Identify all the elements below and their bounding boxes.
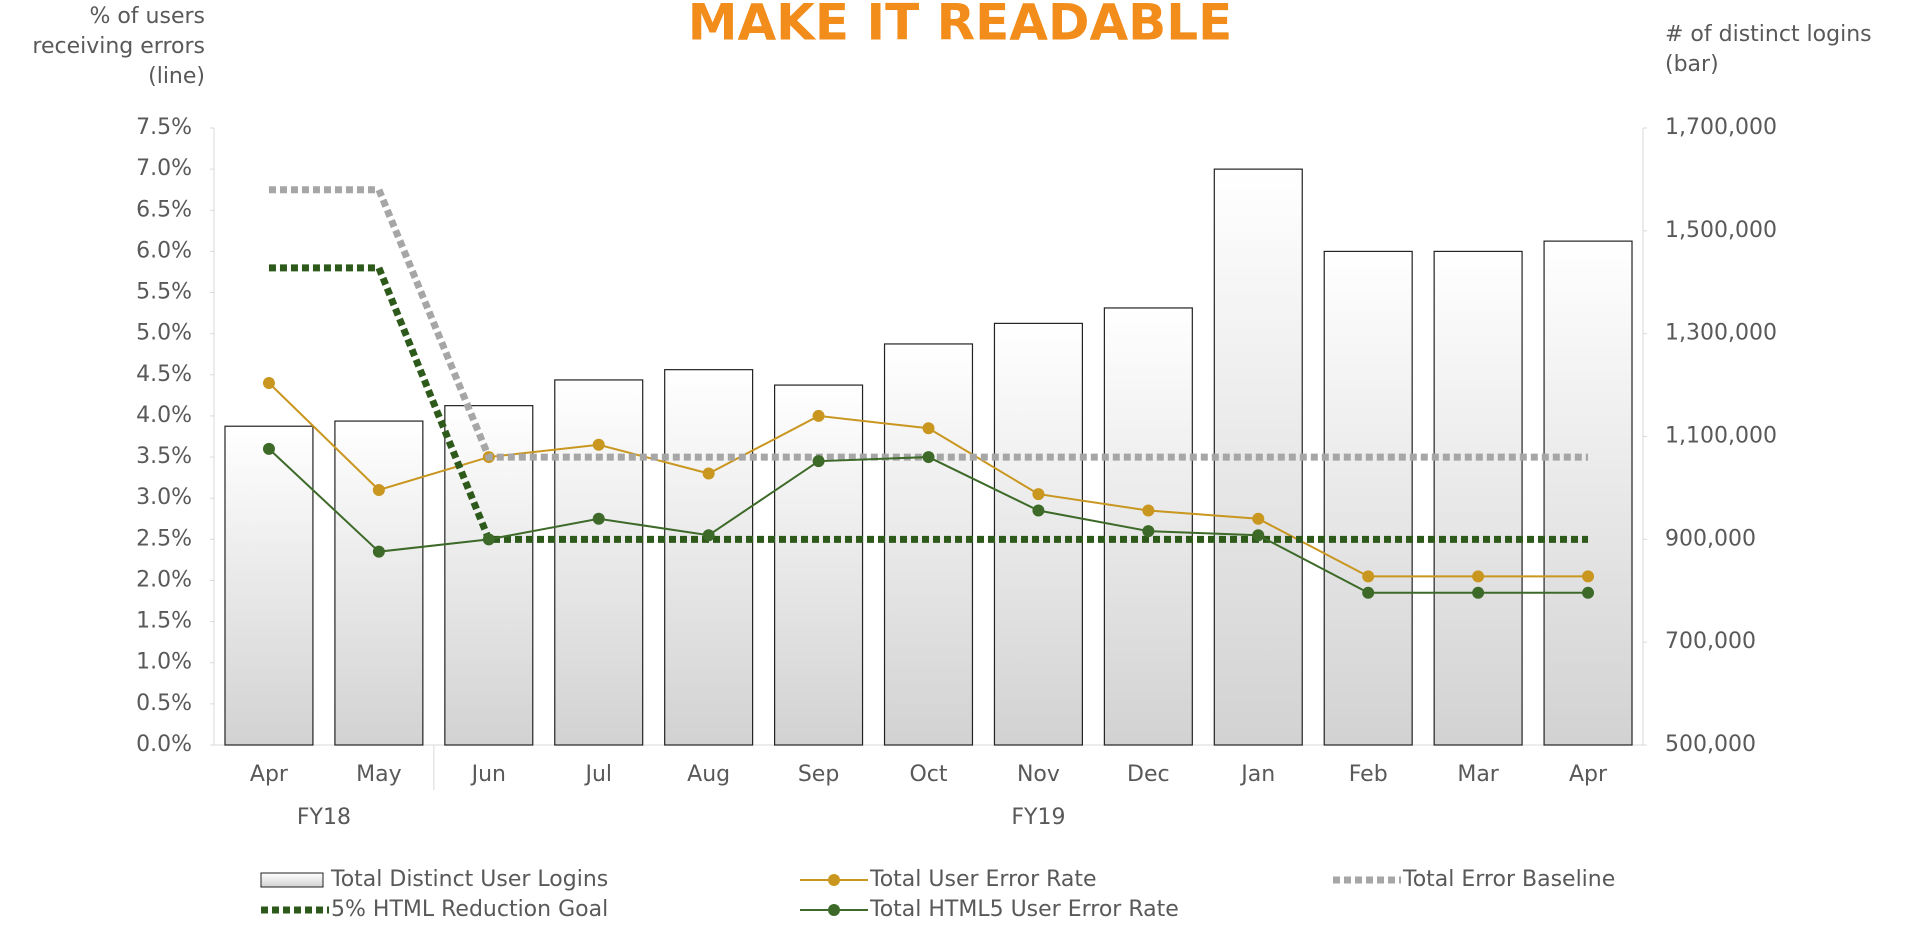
marker	[1472, 570, 1485, 583]
legend-marker	[828, 874, 840, 886]
marker	[812, 409, 825, 422]
y2-tick-label: 900,000	[1665, 526, 1756, 551]
x-tick-label: Jun	[470, 762, 506, 787]
y-axis-title: % of users	[89, 4, 205, 29]
legend-label: Total User Error Rate	[869, 867, 1097, 892]
x-tick-label: Apr	[250, 762, 289, 787]
x-tick-label: Dec	[1127, 762, 1170, 787]
marker	[1362, 570, 1375, 583]
marker	[262, 377, 275, 390]
y-tick-label: 0.5%	[136, 691, 192, 716]
legend-swatch	[260, 872, 324, 888]
marker	[372, 545, 385, 558]
marker	[372, 483, 385, 496]
bar	[1433, 250, 1523, 746]
marker	[1142, 525, 1155, 538]
y2-tick-label: 1,500,000	[1665, 218, 1777, 243]
marker	[482, 533, 495, 546]
marker	[1142, 504, 1155, 517]
bar	[774, 384, 864, 746]
x-tick-label: Feb	[1349, 762, 1388, 787]
y-tick-label: 6.0%	[136, 238, 192, 263]
marker	[1032, 504, 1045, 517]
marker	[1252, 529, 1265, 542]
y-axis-title: receiving errors	[32, 34, 205, 59]
marker	[922, 422, 935, 435]
x-tick-label: May	[356, 762, 401, 787]
y-tick-label: 5.0%	[136, 321, 192, 346]
y-tick-label: 7.0%	[136, 156, 192, 181]
legend-marker	[828, 904, 840, 916]
x-tick-label: Mar	[1457, 762, 1499, 787]
y-tick-label: 2.5%	[136, 526, 192, 551]
marker	[1582, 570, 1595, 583]
y-tick-label: 5.5%	[136, 280, 192, 305]
x-tick-label: Jul	[583, 762, 612, 787]
marker	[1032, 488, 1045, 501]
marker	[592, 438, 605, 451]
y2-axis-title: # of distinct logins	[1665, 22, 1872, 47]
marker	[1582, 586, 1595, 599]
bar	[664, 369, 754, 746]
bar	[1323, 250, 1413, 746]
marker	[1362, 586, 1375, 599]
y-tick-label: 6.5%	[136, 197, 192, 222]
y-tick-label: 4.0%	[136, 403, 192, 428]
marker	[1472, 586, 1485, 599]
marker	[262, 442, 275, 455]
y-tick-label: 3.5%	[136, 444, 192, 469]
y-tick-label: 7.5%	[136, 115, 192, 140]
chart-title: MAKE IT READABLE	[688, 0, 1233, 52]
marker	[702, 467, 715, 480]
x-tick-label: Sep	[798, 762, 839, 787]
x-group-label: FY19	[1011, 805, 1065, 830]
x-tick-label: Apr	[1569, 762, 1608, 787]
y-tick-label: 0.0%	[136, 732, 192, 757]
y2-axis-title: (bar)	[1665, 52, 1719, 77]
y-tick-label: 1.0%	[136, 650, 192, 675]
marker	[922, 451, 935, 464]
y2-tick-label: 1,700,000	[1665, 115, 1777, 140]
marker	[812, 455, 825, 468]
x-group-label: FY18	[297, 805, 351, 830]
y-axis-title: (line)	[148, 64, 205, 89]
marker	[702, 529, 715, 542]
x-tick-label: Aug	[687, 762, 730, 787]
y-tick-label: 1.5%	[136, 609, 192, 634]
bar	[334, 420, 424, 746]
bar	[993, 322, 1083, 746]
x-tick-label: Oct	[909, 762, 947, 787]
bar	[224, 425, 314, 746]
x-tick-label: Nov	[1017, 762, 1060, 787]
y-tick-label: 2.0%	[136, 567, 192, 592]
marker	[592, 512, 605, 525]
bar	[1543, 240, 1633, 746]
y-tick-label: 4.5%	[136, 362, 192, 387]
y2-tick-label: 1,300,000	[1665, 321, 1777, 346]
bar	[883, 343, 974, 746]
y2-tick-label: 500,000	[1665, 732, 1756, 757]
y-tick-label: 3.0%	[136, 485, 192, 510]
legend-label: 5% HTML Reduction Goal	[331, 897, 608, 922]
y2-tick-label: 1,100,000	[1665, 424, 1777, 449]
legend-label: Total Error Baseline	[1402, 867, 1615, 892]
marker	[1252, 512, 1265, 525]
bar	[554, 379, 644, 746]
x-tick-label: Jan	[1239, 762, 1275, 787]
y2-tick-label: 700,000	[1665, 629, 1756, 654]
legend-label: Total HTML5 User Error Rate	[869, 897, 1179, 922]
legend-label: Total Distinct User Logins	[330, 867, 608, 892]
